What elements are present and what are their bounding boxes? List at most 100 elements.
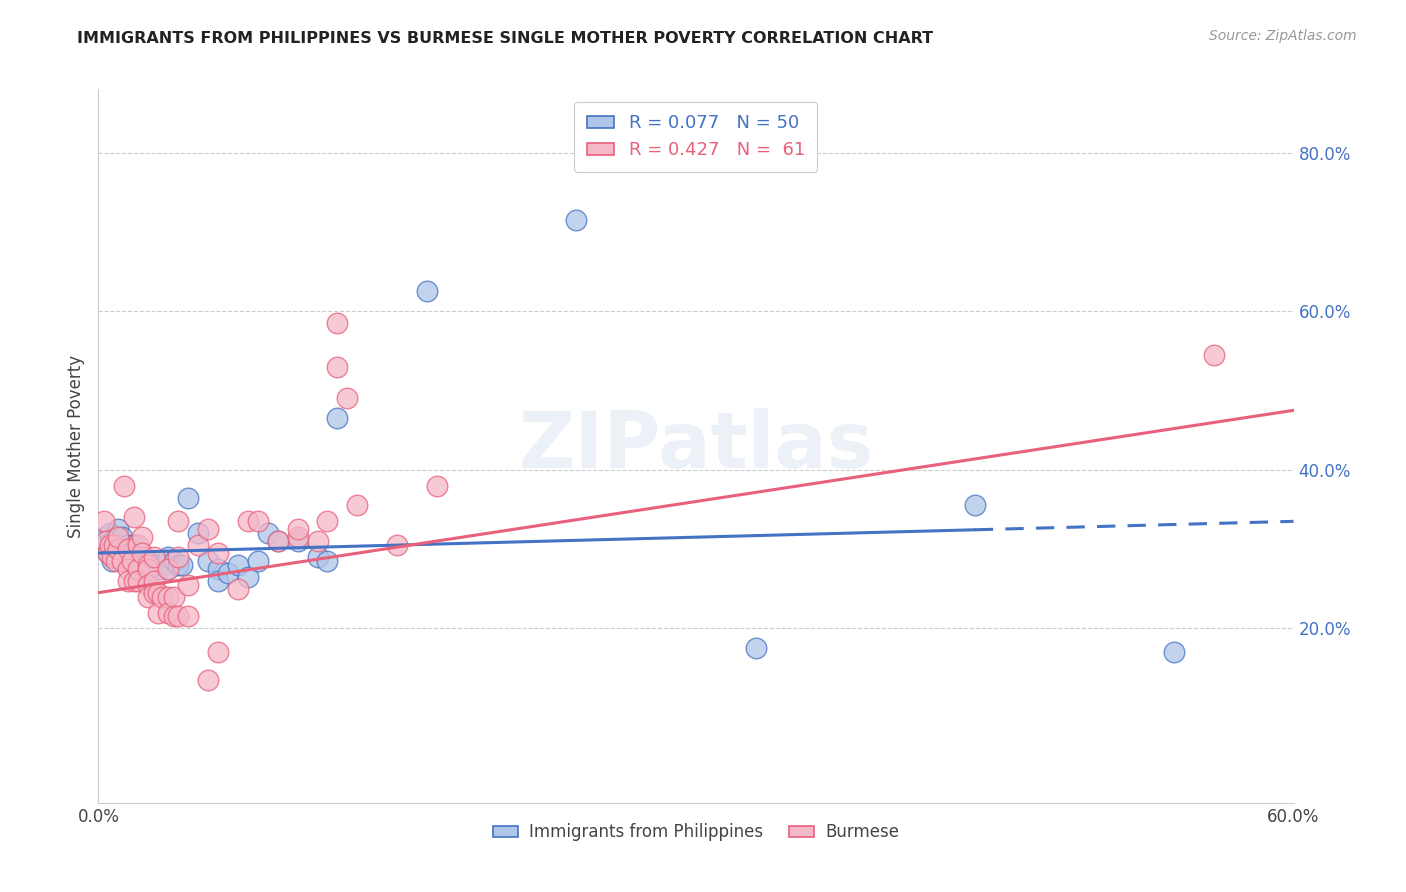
- Point: [105, 554, 128, 568]
- Point: [107, 542, 129, 557]
- Point: [148, 606, 170, 620]
- Point: [127, 546, 149, 560]
- Point: [226, 558, 249, 572]
- Point: [745, 641, 768, 656]
- Point: [326, 359, 349, 374]
- Point: [98, 538, 122, 552]
- Point: [167, 514, 190, 528]
- Point: [287, 530, 309, 544]
- Point: [236, 570, 259, 584]
- Point: [307, 549, 329, 564]
- Point: [96, 538, 118, 552]
- Point: [187, 526, 209, 541]
- Point: [96, 534, 118, 549]
- Point: [148, 585, 170, 599]
- Point: [177, 609, 200, 624]
- Point: [124, 574, 146, 588]
- Point: [236, 514, 259, 528]
- Point: [246, 514, 269, 528]
- Point: [157, 549, 180, 564]
- Point: [963, 499, 986, 513]
- Point: [136, 558, 159, 572]
- Point: [426, 478, 449, 492]
- Point: [167, 558, 190, 572]
- Point: [157, 590, 180, 604]
- Point: [127, 562, 149, 576]
- Point: [117, 546, 139, 560]
- Point: [177, 491, 200, 505]
- Point: [416, 285, 439, 299]
- Point: [385, 538, 409, 552]
- Point: [267, 534, 290, 549]
- Point: [117, 574, 139, 588]
- Point: [136, 590, 159, 604]
- Point: [150, 558, 173, 572]
- Point: [136, 554, 159, 568]
- Point: [326, 411, 349, 425]
- Point: [121, 554, 143, 568]
- Point: [316, 554, 339, 568]
- Point: [97, 546, 120, 560]
- Point: [326, 316, 349, 330]
- Point: [121, 554, 143, 568]
- Point: [226, 582, 249, 596]
- Point: [1163, 645, 1185, 659]
- Point: [143, 574, 166, 588]
- Point: [127, 554, 149, 568]
- Point: [197, 554, 219, 568]
- Point: [246, 554, 269, 568]
- Point: [111, 530, 134, 544]
- Point: [150, 590, 173, 604]
- Text: ZIPatlas: ZIPatlas: [519, 408, 873, 484]
- Point: [101, 554, 124, 568]
- Point: [143, 558, 166, 572]
- Point: [93, 514, 115, 528]
- Point: [163, 590, 186, 604]
- Point: [256, 526, 278, 541]
- Point: [136, 578, 159, 592]
- Point: [136, 562, 159, 576]
- Point: [157, 606, 180, 620]
- Point: [136, 566, 159, 580]
- Point: [127, 574, 149, 588]
- Point: [207, 645, 229, 659]
- Point: [97, 546, 120, 560]
- Legend: Immigrants from Philippines, Burmese: Immigrants from Philippines, Burmese: [486, 817, 905, 848]
- Point: [187, 538, 209, 552]
- Point: [107, 530, 129, 544]
- Point: [105, 549, 128, 564]
- Point: [157, 562, 180, 576]
- Point: [143, 549, 166, 564]
- Point: [177, 578, 200, 592]
- Point: [131, 546, 153, 560]
- Y-axis label: Single Mother Poverty: Single Mother Poverty: [66, 354, 84, 538]
- Text: IMMIGRANTS FROM PHILIPPINES VS BURMESE SINGLE MOTHER POVERTY CORRELATION CHART: IMMIGRANTS FROM PHILIPPINES VS BURMESE S…: [77, 31, 934, 46]
- Point: [117, 538, 139, 552]
- Point: [207, 546, 229, 560]
- Point: [124, 538, 146, 552]
- Point: [103, 542, 125, 557]
- Point: [143, 585, 166, 599]
- Point: [98, 526, 122, 541]
- Point: [111, 554, 134, 568]
- Point: [167, 549, 190, 564]
- Point: [336, 392, 359, 406]
- Point: [346, 499, 368, 513]
- Point: [107, 538, 129, 552]
- Point: [307, 534, 329, 549]
- Point: [103, 538, 125, 552]
- Point: [101, 549, 124, 564]
- Point: [148, 562, 170, 576]
- Point: [131, 530, 153, 544]
- Point: [197, 673, 219, 687]
- Point: [163, 554, 186, 568]
- Point: [112, 546, 135, 560]
- Point: [287, 522, 309, 536]
- Point: [217, 566, 239, 580]
- Point: [565, 213, 588, 227]
- Point: [287, 534, 309, 549]
- Point: [316, 514, 339, 528]
- Point: [107, 522, 129, 536]
- Point: [131, 558, 153, 572]
- Point: [127, 538, 149, 552]
